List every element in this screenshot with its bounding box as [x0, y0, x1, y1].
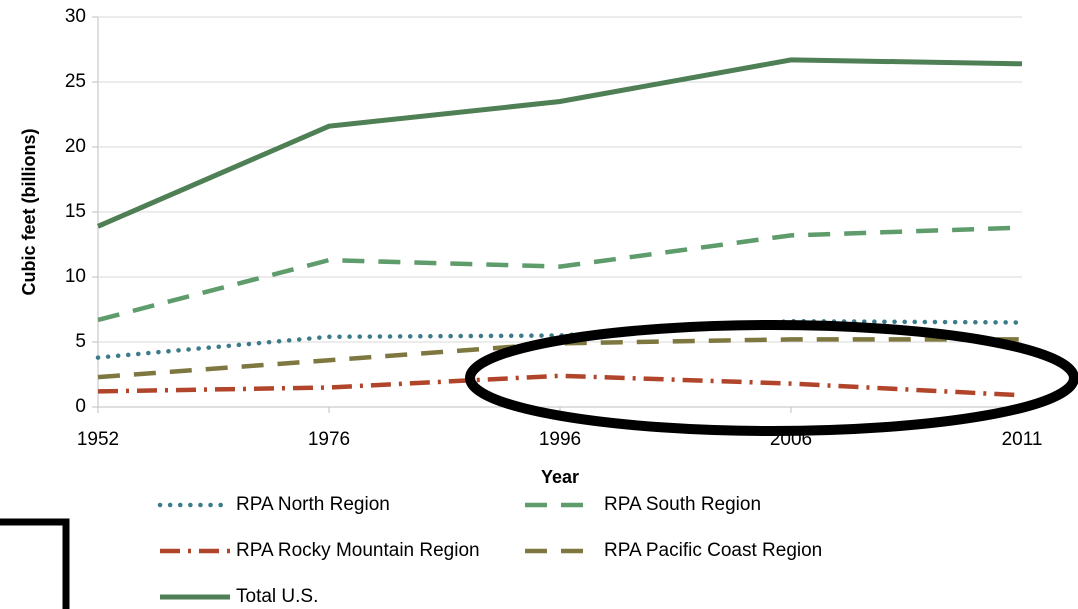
- highlight-ellipse: [465, 320, 1078, 436]
- y-tick-label: 0: [75, 396, 86, 417]
- x-tick-label: 2011: [1002, 429, 1043, 450]
- highlight-box: [0, 518, 70, 609]
- x-tick-label: 1976: [308, 429, 350, 450]
- y-tick-label: 5: [75, 331, 86, 352]
- y-tick-label: 20: [65, 136, 86, 157]
- y-tick-label: 15: [65, 201, 86, 222]
- legend-label: Total U.S.: [236, 586, 318, 607]
- legend-label: RPA Pacific Coast Region: [604, 540, 822, 561]
- x-axis-label: Year: [541, 467, 579, 487]
- x-tick-label: 1952: [77, 429, 119, 450]
- y-tick-label: 10: [65, 266, 86, 287]
- y-axis-label: Cubic feet (billions): [19, 128, 39, 295]
- series-line: [97, 373, 1023, 398]
- series-line: [97, 337, 1022, 380]
- x-tick-label: 1996: [539, 429, 581, 450]
- series-line: [97, 225, 1023, 323]
- y-tick-label: 25: [65, 71, 86, 92]
- y-tick-label: 30: [65, 6, 86, 27]
- legend-label: RPA Rocky Mountain Region: [236, 540, 480, 561]
- legend-label: RPA North Region: [236, 494, 390, 515]
- series-line: [97, 57, 1023, 229]
- legend-label: RPA South Region: [604, 494, 761, 515]
